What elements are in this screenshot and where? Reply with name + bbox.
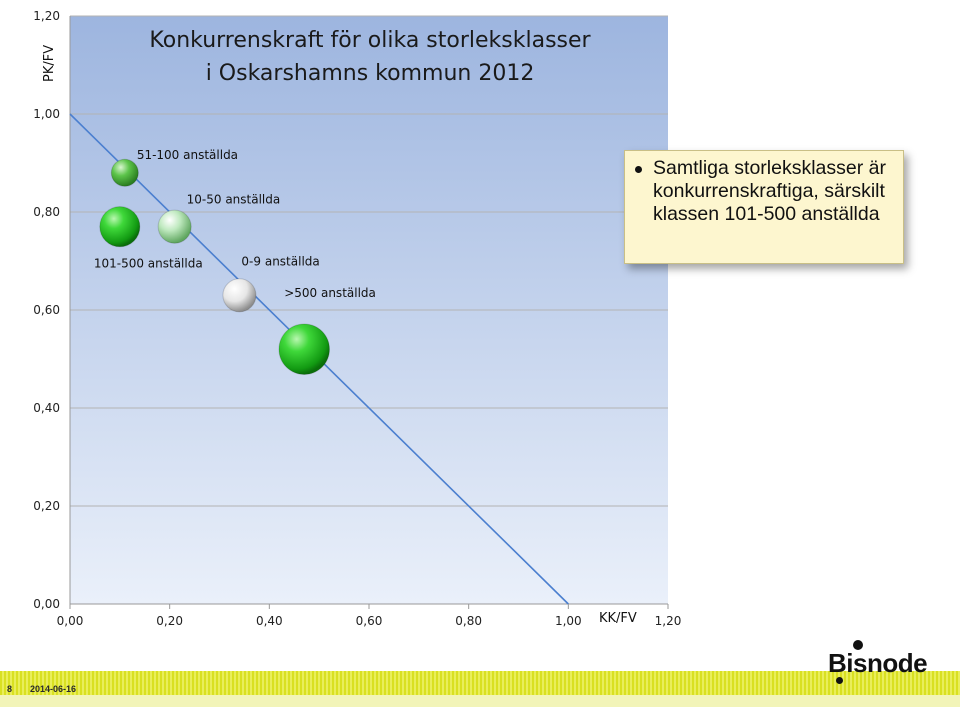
chart-title-line-2: i Oskarshamns kommun 2012	[206, 61, 535, 86]
callout-text: Samtliga storleksklasser är konkurrenskr…	[653, 157, 886, 225]
x-tick-label: 0,40	[256, 614, 283, 628]
logo-dot	[836, 677, 843, 684]
bubble	[110, 158, 139, 187]
bubble	[99, 206, 141, 248]
y-tick-label: 0,40	[33, 401, 60, 415]
x-tick-label: 0,80	[455, 614, 482, 628]
y-tick-label: 1,00	[33, 107, 60, 121]
x-tick-labels: 0,00 0,20 0,40 0,60 0,80 1,00 1,20	[57, 604, 682, 628]
y-tick-label: 0,00	[33, 597, 60, 611]
bisnode-logo: Bisnode	[822, 638, 934, 688]
bubble	[278, 323, 330, 375]
bubble	[222, 278, 257, 313]
bullet-icon	[635, 166, 642, 173]
logo-text: Bisnode	[828, 648, 928, 678]
y-tick-labels: 0,00 0,20 0,40 0,60 0,80 1,00 1,20	[33, 9, 60, 611]
y-tick-label: 0,20	[33, 499, 60, 513]
footer-date: 2014-06-16	[30, 684, 77, 694]
page-number: 8	[7, 684, 13, 694]
x-tick-label: 1,00	[555, 614, 582, 628]
bubble-label: 51-100 anställda	[137, 148, 238, 162]
chart-title-line-1: Konkurrenskraft för olika storleksklasse…	[149, 28, 591, 53]
x-tick-label: 0,00	[57, 614, 84, 628]
bubble-label: 10-50 anställda	[187, 193, 281, 207]
x-tick-label: 0,20	[156, 614, 183, 628]
x-tick-label: 1,20	[655, 614, 682, 628]
callout-box: Samtliga storleksklasser är konkurrenskr…	[624, 150, 904, 264]
y-tick-label: 0,80	[33, 205, 60, 219]
bubble-labels: 51-100 anställda 101-500 anställda 10-50 a…	[94, 148, 376, 300]
footer-band	[0, 671, 960, 695]
bubbles	[99, 158, 330, 375]
y-tick-label: 1,20	[33, 9, 60, 23]
y-tick-label: 0,60	[33, 303, 60, 317]
bubble-label: 0-9 anställda	[241, 254, 319, 268]
x-tick-label: 0,60	[356, 614, 383, 628]
x-axis-title: KK/FV	[599, 611, 637, 626]
bubble-label: 101-500 anställda	[94, 257, 203, 271]
y-axis-title: PK/FV	[42, 45, 57, 82]
footer-line	[0, 695, 960, 707]
bubble	[157, 209, 192, 244]
bubble-label: >500 anställda	[284, 286, 376, 300]
logo-dot	[853, 640, 863, 650]
